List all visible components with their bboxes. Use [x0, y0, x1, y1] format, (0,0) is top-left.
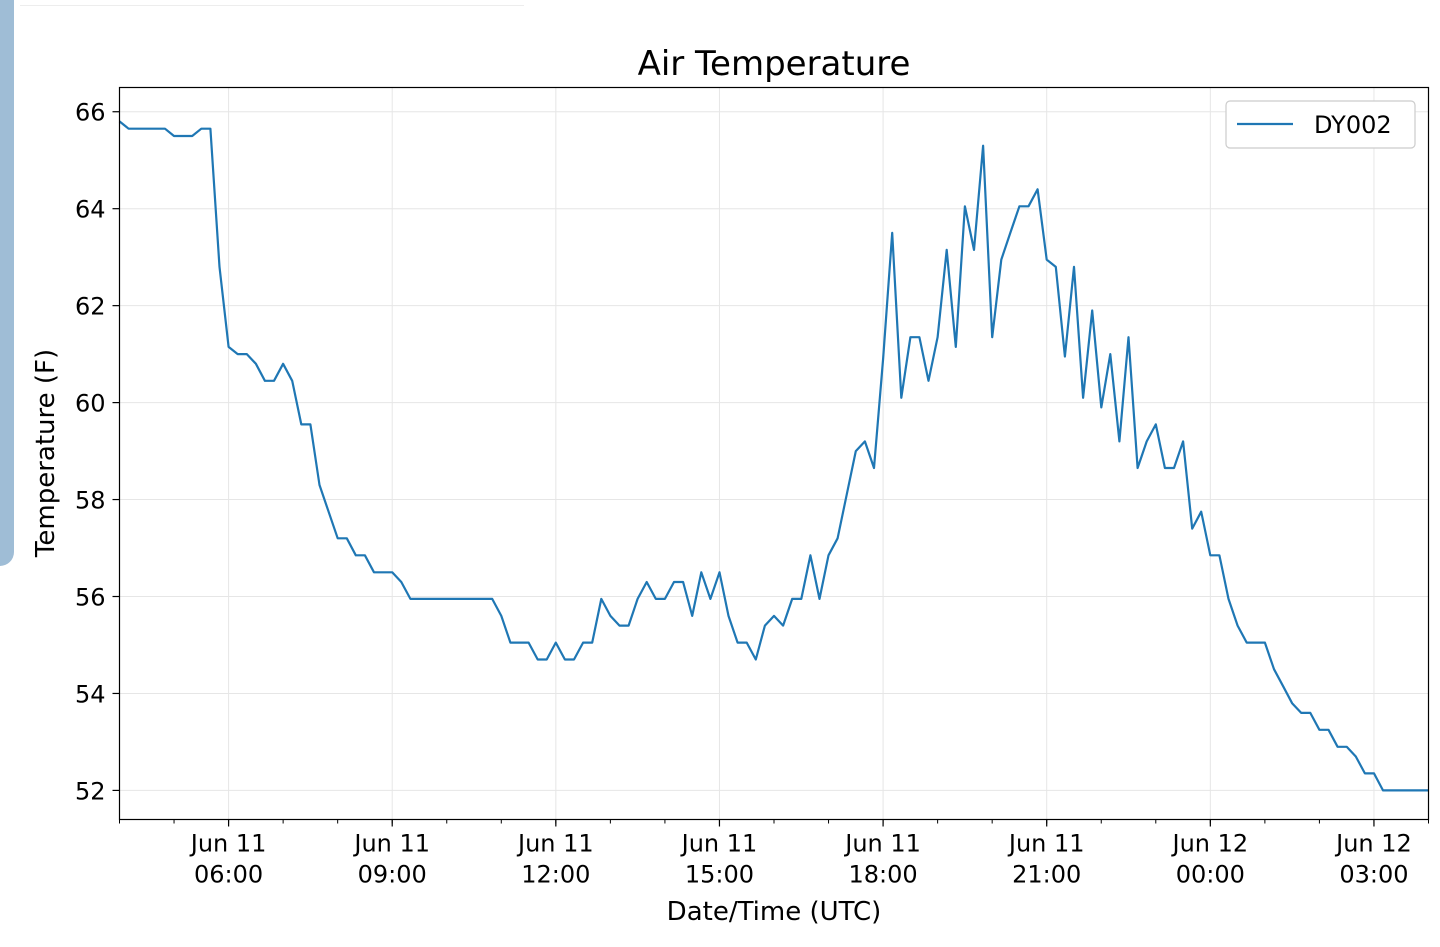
y-tick-label: 54 — [75, 680, 106, 708]
x-tick-label-date: Jun 11 — [680, 830, 758, 858]
x-tick-label-date: Jun 12 — [1334, 830, 1412, 858]
grid — [119, 87, 1429, 820]
x-tick-label-time: 18:00 — [848, 861, 917, 889]
x-tick-label-date: Jun 11 — [352, 830, 430, 858]
legend-box — [1225, 100, 1416, 149]
y-tick-label: 66 — [75, 99, 106, 127]
y-tick-label: 58 — [75, 487, 106, 515]
x-tick-label-date: Jun 11 — [843, 830, 921, 858]
x-tick-label-date: Jun 11 — [1007, 830, 1085, 858]
x-tick-label-date: Jun 11 — [516, 830, 594, 858]
x-tick-label-date: Jun 11 — [189, 830, 267, 858]
legend: DY002 — [1225, 100, 1416, 149]
side-panel-edge — [0, 0, 14, 566]
x-tick-label-time: 03:00 — [1339, 861, 1408, 889]
y-tick-label: 52 — [75, 777, 106, 805]
x-tick-label-time: 00:00 — [1176, 861, 1245, 889]
legend-label-dy002: DY002 — [1314, 111, 1392, 139]
x-tick-label-date: Jun 12 — [1170, 830, 1248, 858]
y-tick-label: 64 — [75, 196, 106, 224]
y-tick-label: 56 — [75, 584, 106, 612]
top-divider — [20, 5, 524, 6]
series-line-dy002 — [118, 120, 1429, 792]
x-tick-label-time: 21:00 — [1012, 861, 1081, 889]
y-tick-label: 62 — [75, 293, 106, 321]
y-axis-label: Temperature (F) — [31, 349, 61, 558]
y-tick-label: 60 — [75, 390, 106, 418]
x-tick-label-time: 09:00 — [358, 861, 427, 889]
x-tick-label-time: 06:00 — [194, 861, 263, 889]
chart-title: Air Temperature — [638, 44, 911, 84]
axis-ticks: 52 54 56 58 60 62 64 66 Jun 11 06:00 Jun 11 09:00 Ju… — [75, 99, 1429, 889]
x-axis-label: Date/Time (UTC) — [667, 897, 882, 927]
x-tick-label-time: 15:00 — [685, 861, 754, 889]
x-tick-label-time: 12:00 — [521, 861, 590, 889]
